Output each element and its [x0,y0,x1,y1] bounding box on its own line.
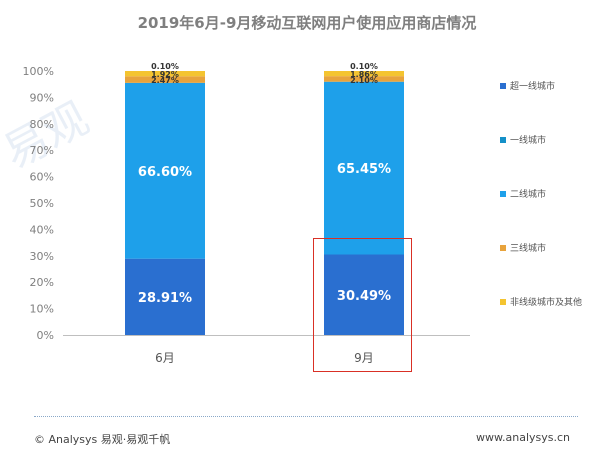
y-tick-label: 30% [30,250,54,263]
data-label: 2.47% [151,76,179,85]
bar-segment [324,71,404,72]
legend-swatch [500,299,506,305]
highlight-box [313,238,412,372]
y-tick-label: 60% [30,171,54,184]
data-label: 66.60% [138,165,192,180]
bar-segment [125,82,205,259]
data-label: 30.49% [337,289,391,304]
legend-label: 非线级城市及其他 [510,296,582,308]
data-label: 65.45% [337,162,391,177]
legend-swatch [500,137,506,143]
chart-title: 2019年6月-9月移动互联网用户使用应用商店情况 [137,14,477,32]
y-tick-label: 80% [30,118,54,131]
data-label: 28.91% [138,291,192,306]
bar-segment [125,71,205,72]
legend-swatch [500,245,506,251]
x-tick-label: 9月 [354,351,374,365]
data-label: 2.10% [350,76,378,85]
legend-label: 三线城市 [510,242,546,254]
y-tick-label: 40% [30,223,54,236]
data-label: 1.92% [151,70,179,79]
bar-segment [125,258,205,335]
bar-segment [324,76,404,82]
y-tick-label: 10% [30,303,54,316]
legend-swatch [500,191,506,197]
bar-segment [125,76,205,83]
bar-segment [324,81,404,255]
legend-label: 一线城市 [510,134,546,146]
bar-segment [324,71,404,77]
legend-swatch [500,83,506,89]
y-tick-label: 0% [37,329,54,342]
y-tick-label: 20% [30,276,54,289]
bar-segment [324,254,404,335]
x-tick-label: 6月 [155,351,175,365]
footer-divider [34,416,578,417]
data-label: 0.10% [350,62,378,71]
footer-copyright: © Analysys 易观·易观千帆 [34,433,171,446]
legend-label: 超一线城市 [510,80,555,92]
data-label: 0.10% [151,62,179,71]
y-tick-label: 90% [30,91,54,104]
y-tick-label: 100% [23,65,54,78]
footer-url: www.analysys.cn [476,431,570,444]
legend-label: 二线城市 [510,188,546,200]
data-label: 1.86% [350,70,378,79]
y-tick-label: 50% [30,197,54,210]
y-tick-label: 70% [30,144,54,157]
bar-segment [125,71,205,77]
